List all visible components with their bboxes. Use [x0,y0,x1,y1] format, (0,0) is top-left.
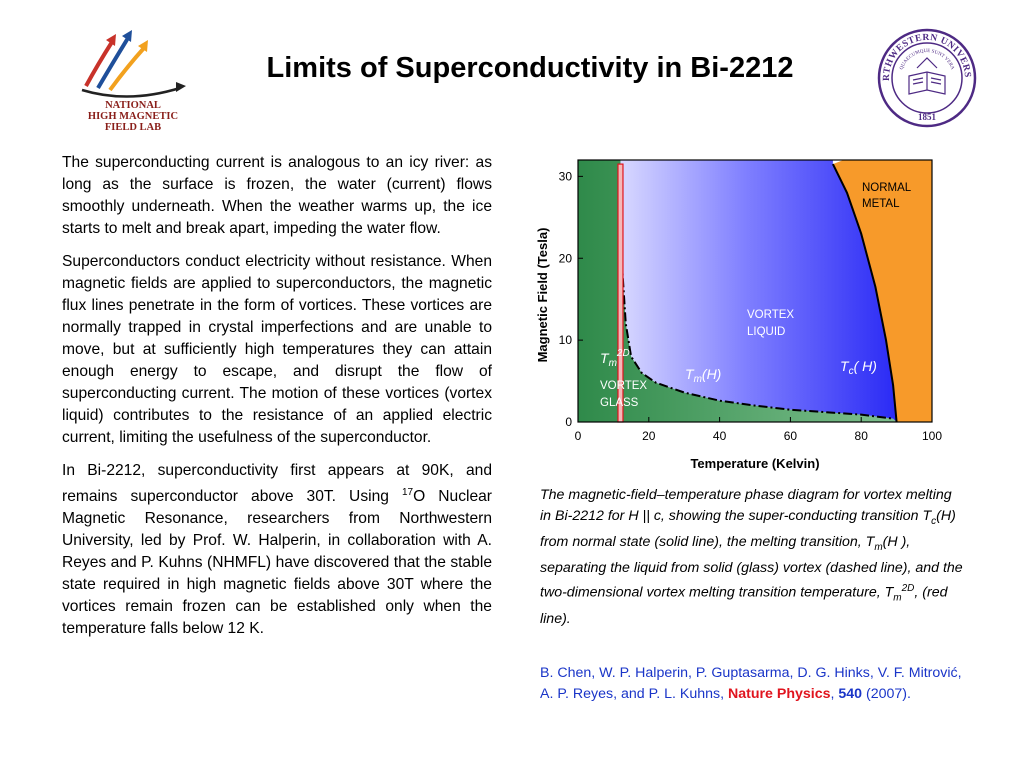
nhmfl-logo: NATIONAL HIGH MAGNETIC FIELD LAB [81,30,186,133]
normal-metal-label-1: NORMAL [862,182,912,194]
y-axis-label: Magnetic Field (Tesla) [535,228,550,363]
vortex-glass-label-2: GLASS [600,397,639,409]
vortex-liquid-label-2: LIQUID [747,326,785,338]
x-tick-label: 80 [855,429,869,443]
normal-metal-label-2: METAL [862,198,900,210]
nhmfl-line1: NATIONAL [105,100,161,111]
x-axis-ticks: 0 20 40 60 80 100 [575,417,942,443]
y-tick-label: 20 [559,251,573,265]
seal-book-icon [908,57,946,95]
slide-title: Limits of Superconductivity in Bi-2212 [266,52,794,84]
caption-part-d: , (red line). [540,584,948,627]
y-tick-label: 10 [559,333,573,347]
reference-year: (2007). [862,685,911,702]
x-tick-label: 60 [784,429,798,443]
seal-motto-text: QUAECUMQUE SUNT VERA [899,49,954,71]
vortex-liquid-region [620,160,897,422]
paragraph-3-part-a: In Bi-2212, superconductivity first appe… [62,462,492,506]
nhmfl-line2: HIGH MAGNETIC [88,111,178,122]
nhmfl-line3: FIELD LAB [105,122,161,133]
caption-part-b: (H) from normal state (solid line), the … [540,507,956,550]
paragraph-1: The superconducting current is analogous… [62,154,492,237]
x-tick-label: 100 [922,429,942,443]
plot-frame [577,159,933,423]
phase-diagram: 0 20 40 60 80 100 0 10 20 30 Temperature (Kelvin… [535,159,942,471]
tm2d-label: Tm2D [600,348,630,369]
x-tick-label: 40 [713,429,727,443]
x-tick-label: 20 [642,429,656,443]
caption-sub-m2: m [893,592,902,604]
vortex-liquid-label-1: VORTEX [747,309,794,321]
caption-sup-2d: 2D [901,582,915,594]
reference-volume: 540 [838,685,863,702]
seal-year: 1851 [918,112,937,122]
nhmfl-arrows-icon [81,30,186,98]
figure-caption: The magnetic-field–temperature phase dia… [540,485,965,629]
vortex-glass-region [578,160,897,422]
caption-part-c: (H ), separating the liquid from solid (… [540,533,963,601]
reference-authors: B. Chen, W. P. Halperin, P. Guptasarma, … [540,665,962,702]
tm-h-label: Tm(H) [685,366,721,385]
paragraph-3-part-b: O Nuclear Magnetic Resonance, researcher… [62,488,492,638]
isotope-superscript: 17 [401,487,414,498]
tc-h-label: Tc( H) [840,358,877,377]
phase-regions [578,160,932,422]
x-axis-label: Temperature (Kelvin) [690,456,819,471]
caption-sub-m: m [874,541,883,553]
body-text: The superconducting current is analogous… [62,152,492,651]
y-tick-label: 30 [559,169,573,183]
northwestern-seal-icon: NORTHWESTERN UNIVERSITY QUAECUMQUE SUNT … [877,28,977,128]
reference-citation: B. Chen, W. P. Halperin, P. Guptasarma, … [540,663,965,704]
caption-part-a: The magnetic-field–temperature phase dia… [540,487,952,524]
paragraph-2: Superconductors conduct electricity with… [62,253,492,446]
normal-state-orange-band [832,160,932,422]
paragraph-3: In Bi-2212, superconductivity first appe… [62,460,492,640]
reference-separator: , [830,685,839,702]
caption-sub-c: c [931,515,937,527]
reference-journal: Nature Physics [727,685,831,702]
tc-transition-line [832,163,898,423]
x-tick-label: 0 [575,429,582,443]
y-axis-ticks: 0 10 20 30 [559,169,583,429]
vortex-glass-label-1: VORTEX [600,380,647,392]
y-tick-label: 0 [565,415,572,429]
